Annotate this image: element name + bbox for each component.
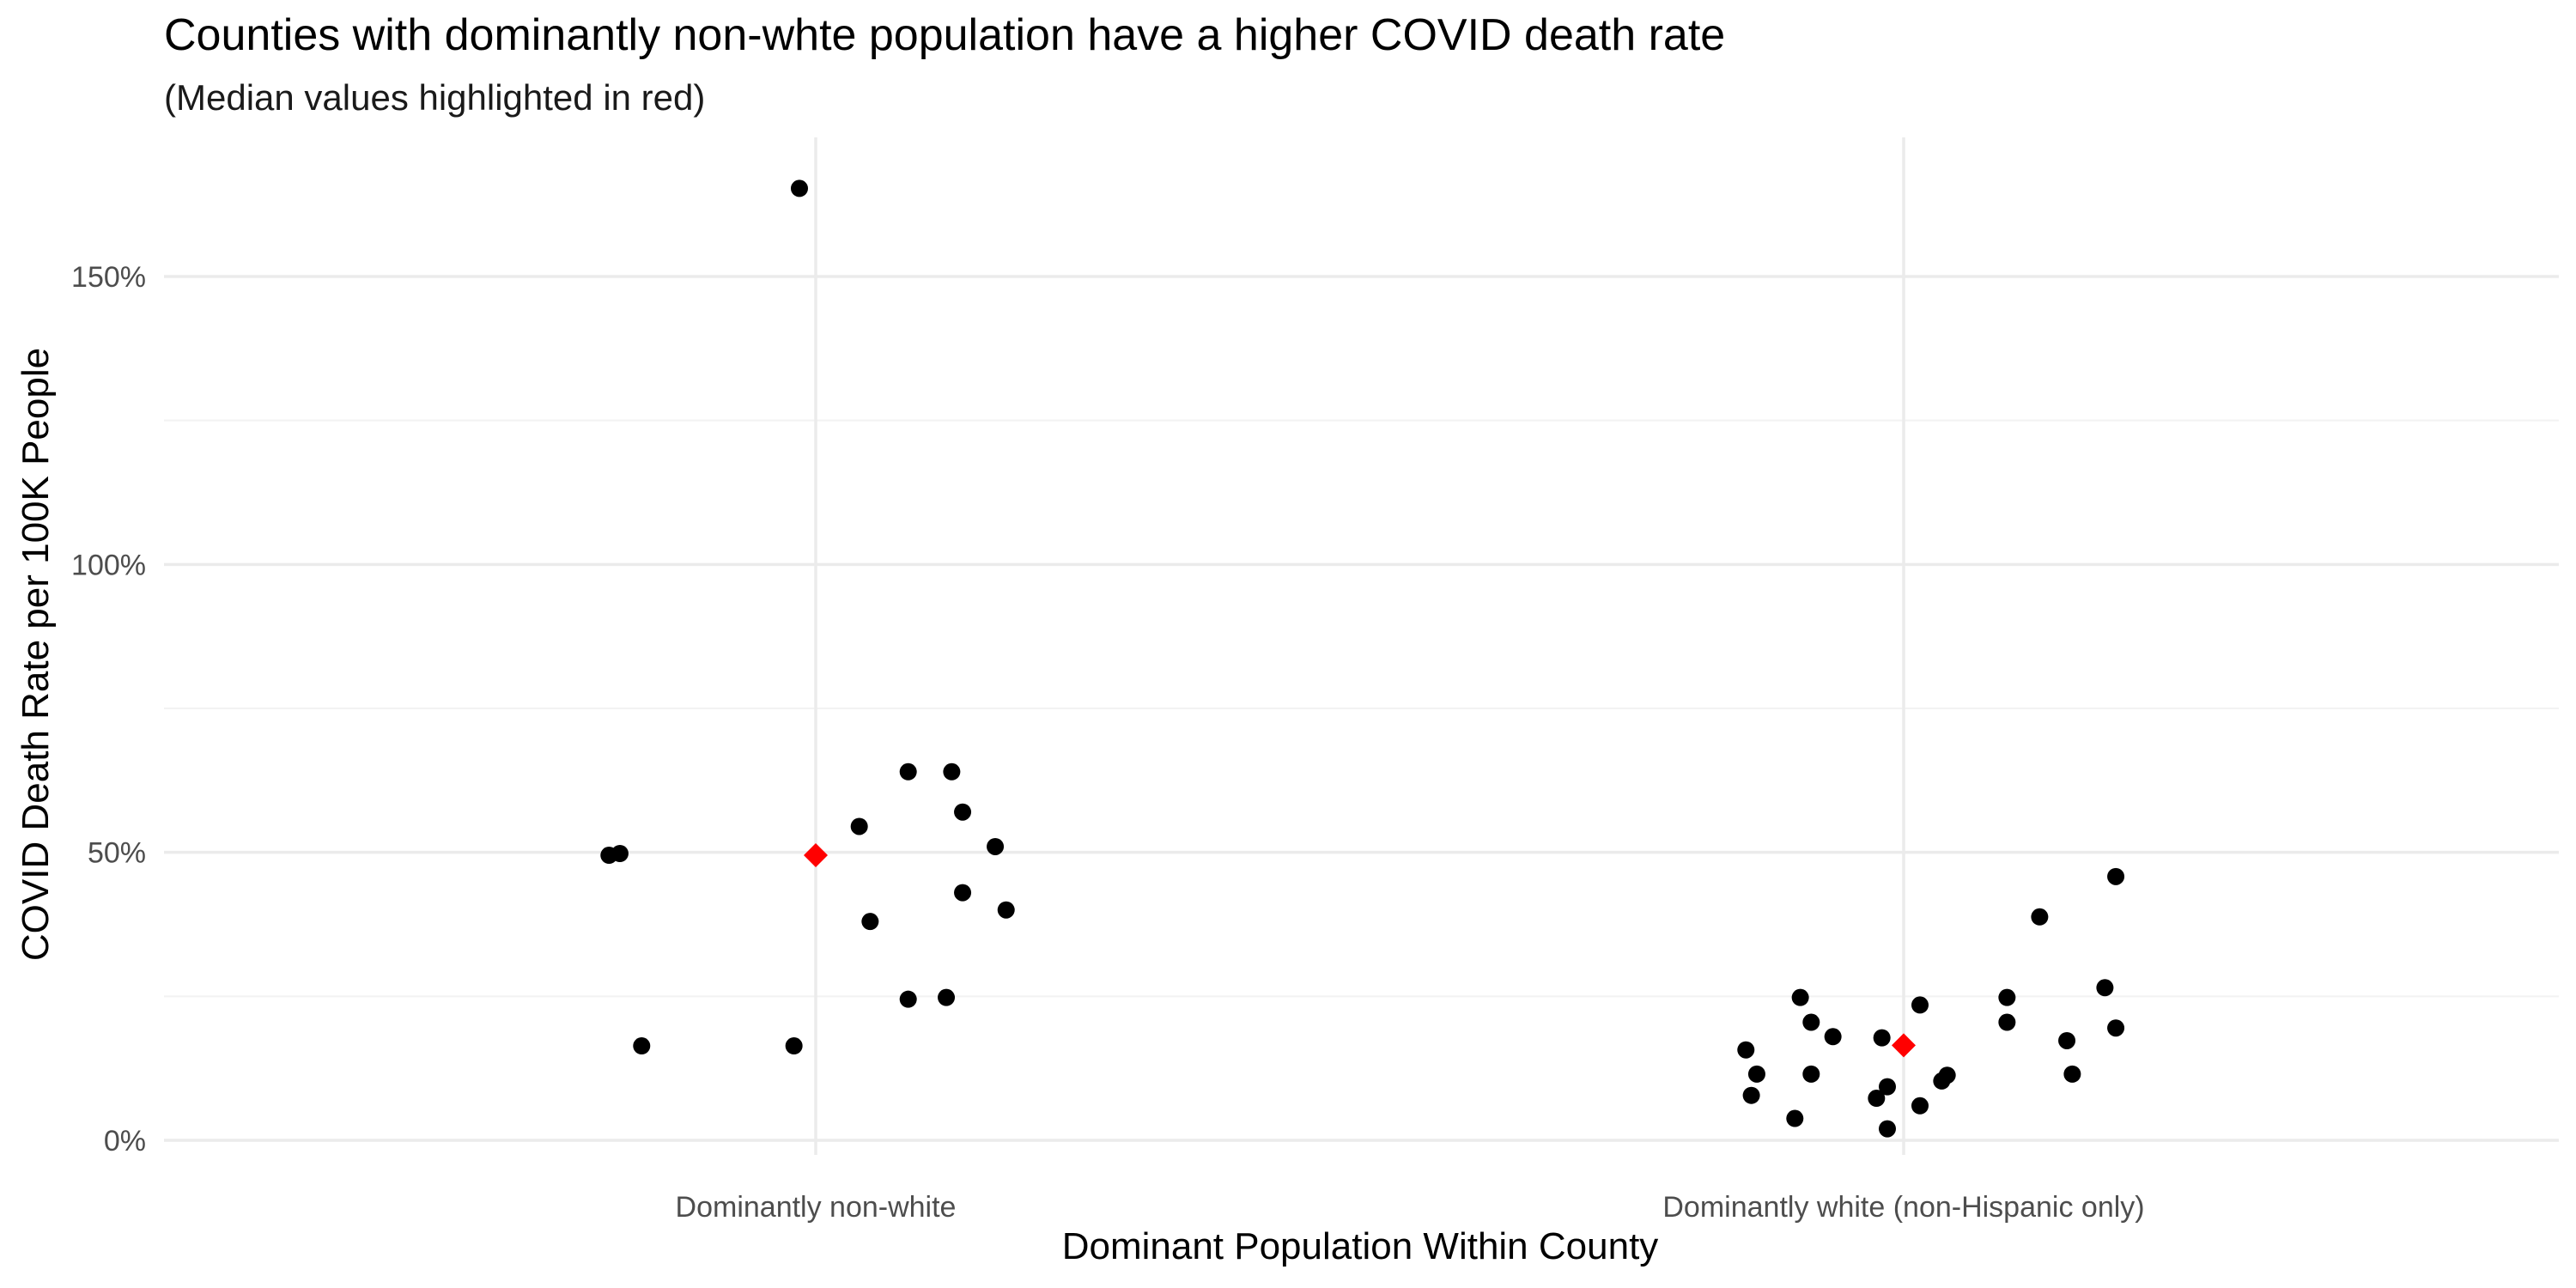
data-point xyxy=(1873,1029,1891,1047)
data-point xyxy=(1911,1097,1929,1115)
data-point xyxy=(997,901,1015,919)
data-point xyxy=(1791,988,1809,1006)
y-tick-label: 0% xyxy=(104,1125,146,1157)
data-point xyxy=(2107,867,2125,885)
data-point xyxy=(2063,1065,2081,1083)
data-point xyxy=(2107,1019,2125,1037)
chart-title: Counties with dominantly non-whte popula… xyxy=(164,10,1725,60)
x-tick-label: Dominantly white (non-Hispanic only) xyxy=(1662,1191,2144,1224)
data-points xyxy=(600,179,2125,1138)
data-point xyxy=(1786,1109,1804,1127)
data-point xyxy=(1911,996,1929,1014)
data-point xyxy=(1802,1013,1820,1031)
x-axis-ticks: Dominantly non-white Dominantly white (no… xyxy=(676,1191,2145,1224)
data-point xyxy=(1998,988,2016,1006)
y-tick-label: 100% xyxy=(71,549,146,581)
data-point xyxy=(899,762,917,781)
data-point xyxy=(1868,1090,1886,1108)
data-point xyxy=(1737,1041,1755,1059)
data-point xyxy=(2096,979,2114,997)
y-axis-title: COVID Death Rate per 100K People xyxy=(15,348,57,961)
data-point xyxy=(954,884,972,902)
data-point xyxy=(1878,1120,1896,1138)
median-markers xyxy=(804,843,1916,1058)
grid-lines xyxy=(164,137,2559,1155)
data-point xyxy=(850,817,868,835)
data-point xyxy=(785,1037,803,1055)
y-tick-label: 150% xyxy=(71,261,146,294)
data-point xyxy=(1742,1086,1760,1104)
data-point xyxy=(954,803,972,821)
data-point xyxy=(790,179,808,197)
data-point xyxy=(938,988,956,1006)
y-axis-ticks: 0% 50% 100% 150% xyxy=(71,261,146,1157)
data-point xyxy=(1802,1065,1820,1083)
data-point xyxy=(1824,1028,1842,1046)
data-point xyxy=(861,913,879,931)
x-tick-label: Dominantly non-white xyxy=(676,1191,957,1224)
data-point xyxy=(611,845,629,863)
data-point xyxy=(2031,908,2049,926)
median-marker xyxy=(804,843,828,868)
chart-subtitle: (Median values highlighted in red) xyxy=(164,77,705,118)
median-marker xyxy=(1892,1033,1916,1058)
x-axis-title: Dominant Population Within County xyxy=(1062,1225,1659,1267)
data-point xyxy=(1933,1072,1951,1090)
data-point xyxy=(2058,1031,2076,1049)
data-point xyxy=(943,762,961,781)
data-point xyxy=(1998,1013,2016,1031)
data-point xyxy=(1747,1065,1765,1083)
data-point xyxy=(1878,1078,1896,1096)
data-point xyxy=(633,1037,651,1055)
y-tick-label: 50% xyxy=(88,837,146,870)
data-point xyxy=(987,837,1005,855)
data-point xyxy=(899,990,917,1008)
